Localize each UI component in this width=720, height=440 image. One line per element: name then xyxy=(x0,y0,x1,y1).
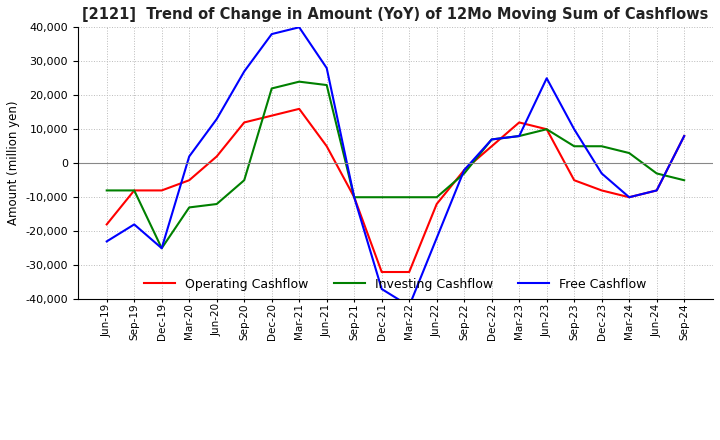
Legend: Operating Cashflow, Investing Cashflow, Free Cashflow: Operating Cashflow, Investing Cashflow, … xyxy=(139,273,652,296)
Investing Cashflow xyxy=(295,79,304,84)
Investing Cashflow xyxy=(102,188,111,193)
Operating Cashflow xyxy=(295,106,304,111)
Free Cashflow xyxy=(350,194,359,200)
Operating Cashflow xyxy=(487,143,496,149)
Operating Cashflow xyxy=(267,113,276,118)
Free Cashflow xyxy=(267,31,276,37)
Operating Cashflow xyxy=(323,143,331,149)
Free Cashflow xyxy=(652,188,661,193)
Investing Cashflow xyxy=(240,178,248,183)
Free Cashflow xyxy=(542,76,551,81)
Free Cashflow xyxy=(598,171,606,176)
Free Cashflow xyxy=(295,25,304,30)
Operating Cashflow xyxy=(598,188,606,193)
Free Cashflow xyxy=(405,303,413,308)
Operating Cashflow xyxy=(158,188,166,193)
Free Cashflow xyxy=(460,167,469,172)
Investing Cashflow xyxy=(542,127,551,132)
Free Cashflow xyxy=(212,117,221,122)
Operating Cashflow xyxy=(515,120,523,125)
Operating Cashflow xyxy=(680,133,688,139)
Investing Cashflow xyxy=(350,194,359,200)
Free Cashflow xyxy=(323,66,331,71)
Operating Cashflow xyxy=(185,178,194,183)
Free Cashflow xyxy=(570,127,578,132)
Investing Cashflow xyxy=(433,194,441,200)
Free Cashflow xyxy=(680,133,688,139)
Free Cashflow xyxy=(240,69,248,74)
Investing Cashflow xyxy=(460,171,469,176)
Investing Cashflow xyxy=(625,150,634,156)
Investing Cashflow xyxy=(185,205,194,210)
Investing Cashflow xyxy=(377,194,386,200)
Free Cashflow xyxy=(377,286,386,292)
Operating Cashflow xyxy=(102,222,111,227)
Investing Cashflow xyxy=(652,171,661,176)
Operating Cashflow xyxy=(212,154,221,159)
Investing Cashflow xyxy=(487,137,496,142)
Free Cashflow xyxy=(515,133,523,139)
Operating Cashflow xyxy=(130,188,138,193)
Free Cashflow xyxy=(433,235,441,241)
Investing Cashflow xyxy=(405,194,413,200)
Free Cashflow xyxy=(158,246,166,251)
Line: Investing Cashflow: Investing Cashflow xyxy=(107,82,684,248)
Investing Cashflow xyxy=(570,143,578,149)
Operating Cashflow xyxy=(625,194,634,200)
Investing Cashflow xyxy=(158,246,166,251)
Free Cashflow xyxy=(487,137,496,142)
Investing Cashflow xyxy=(212,202,221,207)
Investing Cashflow xyxy=(598,143,606,149)
Free Cashflow xyxy=(130,222,138,227)
Operating Cashflow xyxy=(652,188,661,193)
Investing Cashflow xyxy=(515,133,523,139)
Operating Cashflow xyxy=(405,269,413,275)
Line: Operating Cashflow: Operating Cashflow xyxy=(107,109,684,272)
Investing Cashflow xyxy=(323,82,331,88)
Operating Cashflow xyxy=(350,194,359,200)
Title: [2121]  Trend of Change in Amount (YoY) of 12Mo Moving Sum of Cashflows: [2121] Trend of Change in Amount (YoY) o… xyxy=(82,7,708,22)
Investing Cashflow xyxy=(680,178,688,183)
Y-axis label: Amount (million yen): Amount (million yen) xyxy=(7,101,20,225)
Operating Cashflow xyxy=(460,167,469,172)
Operating Cashflow xyxy=(570,178,578,183)
Investing Cashflow xyxy=(130,188,138,193)
Free Cashflow xyxy=(102,239,111,244)
Free Cashflow xyxy=(185,154,194,159)
Operating Cashflow xyxy=(542,127,551,132)
Operating Cashflow xyxy=(433,202,441,207)
Operating Cashflow xyxy=(377,269,386,275)
Line: Free Cashflow: Free Cashflow xyxy=(107,27,684,306)
Operating Cashflow xyxy=(240,120,248,125)
Investing Cashflow xyxy=(267,86,276,91)
Free Cashflow xyxy=(625,194,634,200)
